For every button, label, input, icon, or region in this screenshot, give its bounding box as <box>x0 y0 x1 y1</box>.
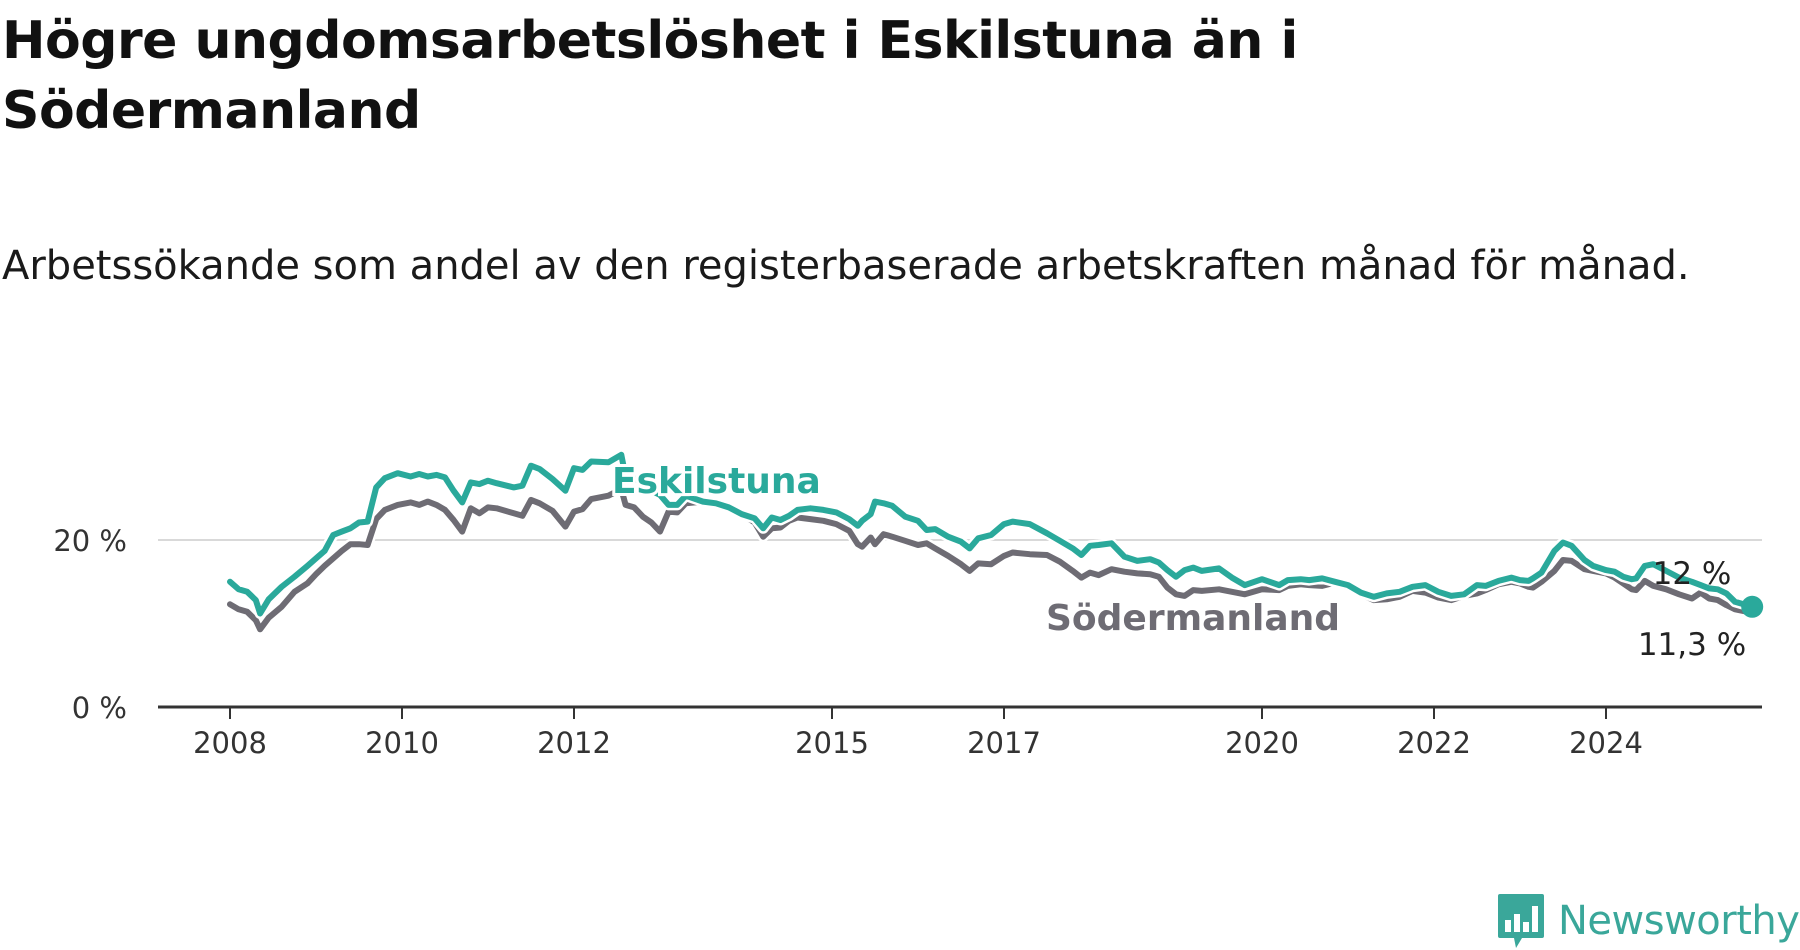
y-axis-ticks: 0 % 20 % <box>53 524 127 725</box>
series-label-sodermanland: Södermanland <box>1046 598 1340 639</box>
x-tick-label-2022: 2022 <box>1397 726 1471 760</box>
chart-subtitle: Arbetssökande som andel av den registerb… <box>2 243 1690 289</box>
newsworthy-logo-icon <box>1498 894 1544 948</box>
series-labels: Eskilstuna Södermanland 12 % 11,3 % <box>609 458 1746 663</box>
x-tick-label-2024: 2024 <box>1569 726 1643 760</box>
y-tick-label-20: 20 % <box>53 524 127 558</box>
x-tick-label-2017: 2017 <box>967 726 1041 760</box>
series-label-eskilstuna: Eskilstuna <box>612 461 821 502</box>
x-tick-label-2008: 2008 <box>193 726 267 760</box>
x-axis-ticks: 2008 2010 2012 2015 2017 2020 2022 2024 <box>193 707 1643 760</box>
series-line-eskilstuna <box>227 451 1756 617</box>
brand-name: Newsworthy <box>1558 898 1800 944</box>
x-tick-label-2010: 2010 <box>365 726 439 760</box>
x-tick-label-2020: 2020 <box>1225 726 1299 760</box>
series-lines <box>226 449 1764 635</box>
chart-title: Högre ungdomsarbetslöshet i Eskilstuna ä… <box>2 11 1298 141</box>
y-tick-label-0: 0 % <box>72 691 127 725</box>
x-tick-label-2012: 2012 <box>537 726 611 760</box>
end-label-sodermanland: 11,3 % <box>1638 627 1746 663</box>
eskilstuna-end-dot <box>1741 595 1764 618</box>
x-tick-label-2015: 2015 <box>795 726 869 760</box>
end-label-eskilstuna: 12 % <box>1653 556 1732 592</box>
series-halo-s-dermanland <box>227 483 1754 635</box>
brand-logo: Newsworthy <box>1496 892 1800 950</box>
